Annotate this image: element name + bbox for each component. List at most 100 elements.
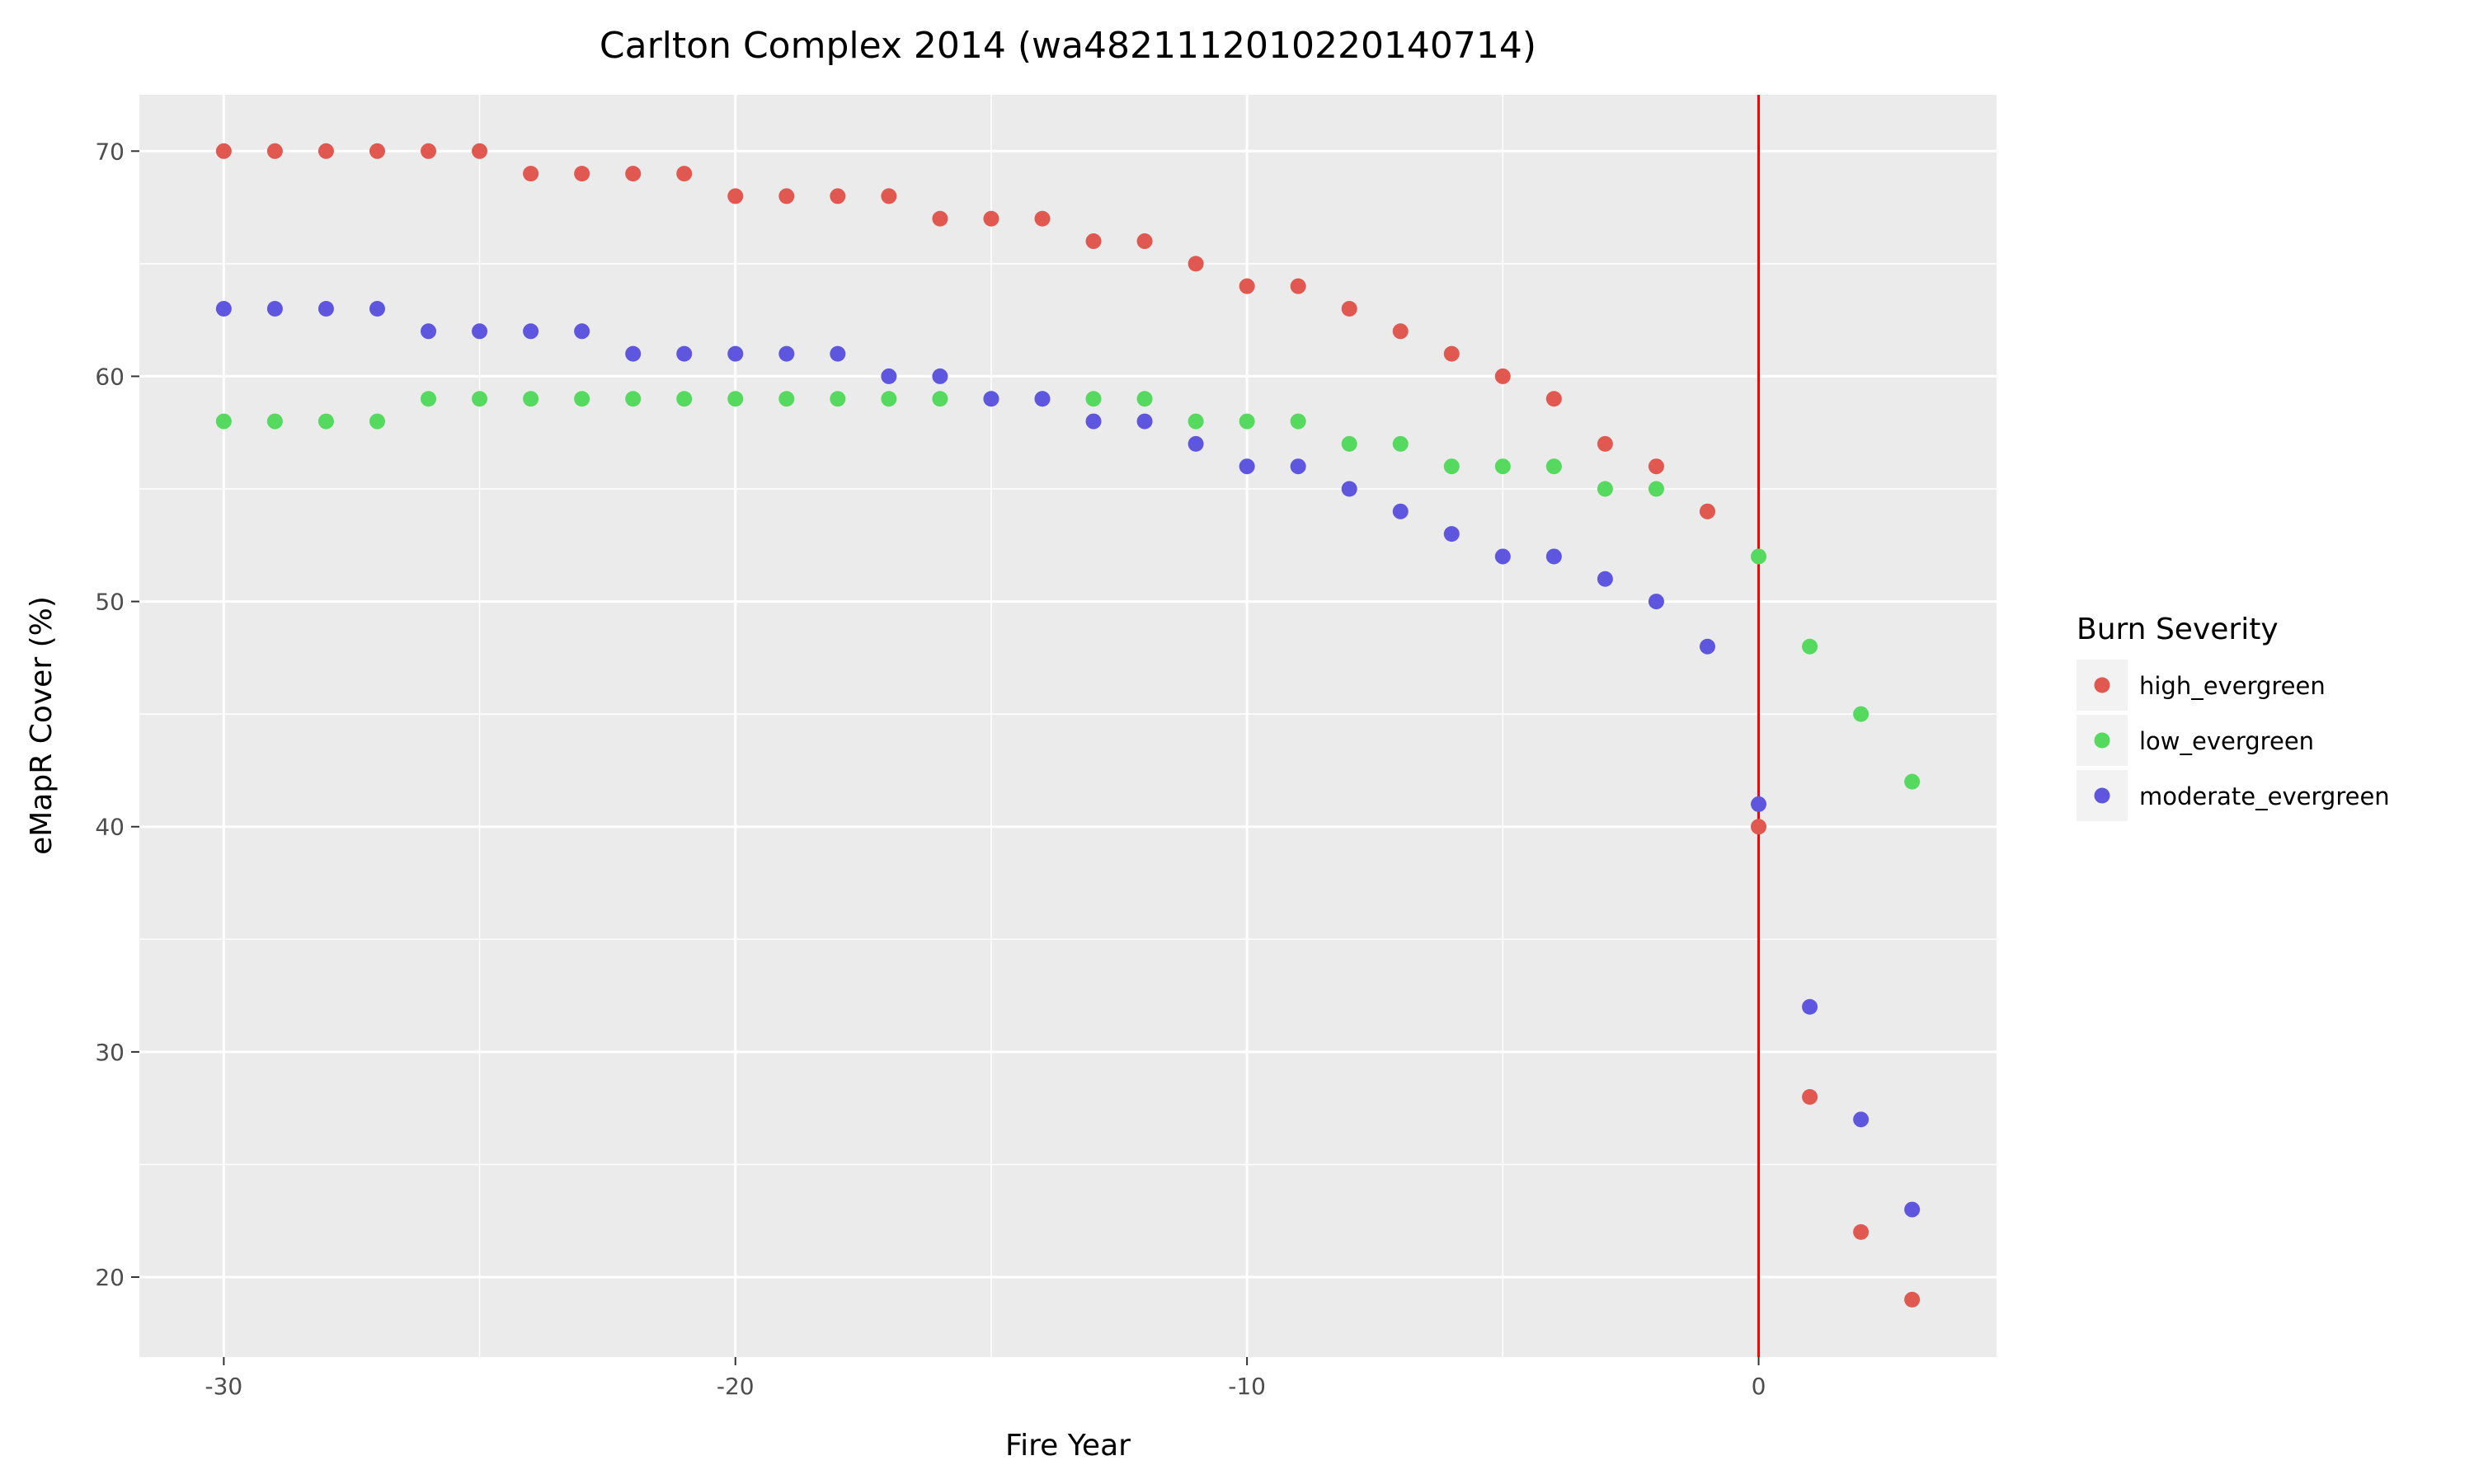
point-high_evergreen xyxy=(266,143,283,159)
point-moderate_evergreen xyxy=(1034,391,1051,407)
point-high_evergreen xyxy=(1751,819,1767,835)
point-moderate_evergreen xyxy=(932,368,948,384)
point-moderate_evergreen xyxy=(727,345,744,362)
point-low_evergreen xyxy=(1443,458,1460,475)
point-low_evergreen xyxy=(1290,413,1306,430)
point-high_evergreen xyxy=(625,166,642,182)
point-high_evergreen xyxy=(215,143,232,159)
legend-marker-moderate_evergreen xyxy=(2094,787,2110,804)
point-low_evergreen xyxy=(727,391,744,407)
point-high_evergreen xyxy=(778,188,795,204)
point-low_evergreen xyxy=(369,413,385,430)
point-high_evergreen xyxy=(1085,233,1102,250)
point-low_evergreen xyxy=(1597,481,1613,497)
point-high_evergreen xyxy=(1853,1223,1870,1240)
point-high_evergreen xyxy=(574,166,590,182)
point-low_evergreen xyxy=(1136,391,1153,407)
point-moderate_evergreen xyxy=(472,323,488,340)
point-moderate_evergreen xyxy=(1392,503,1409,519)
point-low_evergreen xyxy=(676,391,693,407)
legend-label: low_evergreen xyxy=(2139,727,2314,755)
point-high_evergreen xyxy=(1136,233,1153,250)
x-tick-label: 0 xyxy=(1752,1373,1766,1400)
point-low_evergreen xyxy=(1341,435,1357,452)
point-moderate_evergreen xyxy=(1494,548,1511,565)
point-moderate_evergreen xyxy=(1085,413,1102,430)
point-high_evergreen xyxy=(317,143,334,159)
point-high_evergreen xyxy=(1290,278,1306,294)
point-low_evergreen xyxy=(1904,773,1921,790)
point-low_evergreen xyxy=(778,391,795,407)
legend-marker-high_evergreen xyxy=(2094,677,2110,693)
point-high_evergreen xyxy=(1545,391,1562,407)
point-low_evergreen xyxy=(472,391,488,407)
point-low_evergreen xyxy=(215,413,232,430)
point-high_evergreen xyxy=(421,143,437,159)
point-high_evergreen xyxy=(1904,1291,1921,1308)
point-moderate_evergreen xyxy=(625,345,642,362)
point-low_evergreen xyxy=(1085,391,1102,407)
point-high_evergreen xyxy=(369,143,385,159)
point-moderate_evergreen xyxy=(1751,796,1767,812)
x-tick-label: -30 xyxy=(205,1373,242,1400)
point-high_evergreen xyxy=(676,166,693,182)
point-moderate_evergreen xyxy=(1853,1111,1870,1128)
point-high_evergreen xyxy=(1597,435,1613,452)
point-moderate_evergreen xyxy=(1443,526,1460,542)
point-low_evergreen xyxy=(1545,458,1562,475)
point-moderate_evergreen xyxy=(1136,413,1153,430)
x-axis-label: Fire Year xyxy=(1005,1429,1131,1463)
y-axis-label: eMapR Cover (%) xyxy=(25,596,59,855)
point-high_evergreen xyxy=(1188,256,1204,272)
point-low_evergreen xyxy=(421,391,437,407)
point-low_evergreen xyxy=(574,391,590,407)
point-moderate_evergreen xyxy=(1341,481,1357,497)
y-tick-label: 20 xyxy=(95,1264,125,1291)
point-moderate_evergreen xyxy=(1239,458,1255,475)
point-high_evergreen xyxy=(1034,210,1051,227)
point-moderate_evergreen xyxy=(215,300,232,317)
point-low_evergreen xyxy=(1751,548,1767,565)
y-tick-label: 60 xyxy=(95,363,125,390)
point-high_evergreen xyxy=(523,166,539,182)
point-moderate_evergreen xyxy=(1597,571,1613,587)
point-moderate_evergreen xyxy=(369,300,385,317)
point-low_evergreen xyxy=(523,391,539,407)
point-low_evergreen xyxy=(1188,413,1204,430)
point-moderate_evergreen xyxy=(266,300,283,317)
point-high_evergreen xyxy=(830,188,846,204)
data-points xyxy=(215,143,1921,1308)
y-tick-label: 40 xyxy=(95,814,125,841)
legend-items: high_evergreen low_evergreen moderate_ever… xyxy=(2077,660,2390,821)
point-high_evergreen xyxy=(1802,1089,1818,1106)
point-moderate_evergreen xyxy=(1802,998,1818,1015)
point-moderate_evergreen xyxy=(1904,1201,1921,1218)
point-moderate_evergreen xyxy=(676,345,693,362)
point-low_evergreen xyxy=(932,391,948,407)
point-moderate_evergreen xyxy=(523,323,539,340)
point-low_evergreen xyxy=(1648,481,1664,497)
point-high_evergreen xyxy=(1648,458,1664,475)
point-moderate_evergreen xyxy=(421,323,437,340)
point-high_evergreen xyxy=(727,188,744,204)
point-moderate_evergreen xyxy=(1290,458,1306,475)
point-high_evergreen xyxy=(1341,300,1357,317)
y-tick-label: 70 xyxy=(95,138,125,165)
legend-marker-low_evergreen xyxy=(2094,732,2110,749)
chart-title: Carlton Complex 2014 (wa4821112010220140… xyxy=(600,25,1536,67)
point-moderate_evergreen xyxy=(881,368,897,384)
legend-title: Burn Severity xyxy=(2077,613,2279,646)
legend-label: moderate_evergreen xyxy=(2139,782,2390,810)
y-tick-label: 50 xyxy=(95,589,125,616)
point-low_evergreen xyxy=(266,413,283,430)
y-tick-label: 30 xyxy=(95,1039,125,1066)
legend: Burn Severity high_evergreen low_evergree… xyxy=(2077,613,2390,821)
point-low_evergreen xyxy=(1853,706,1870,722)
point-low_evergreen xyxy=(1494,458,1511,475)
point-high_evergreen xyxy=(1494,368,1511,384)
point-moderate_evergreen xyxy=(1545,548,1562,565)
point-high_evergreen xyxy=(1239,278,1255,294)
axis-ticks: -30 -20 -10 0 20 30 40 50 60 70 xyxy=(95,138,1766,1400)
point-moderate_evergreen xyxy=(830,345,846,362)
